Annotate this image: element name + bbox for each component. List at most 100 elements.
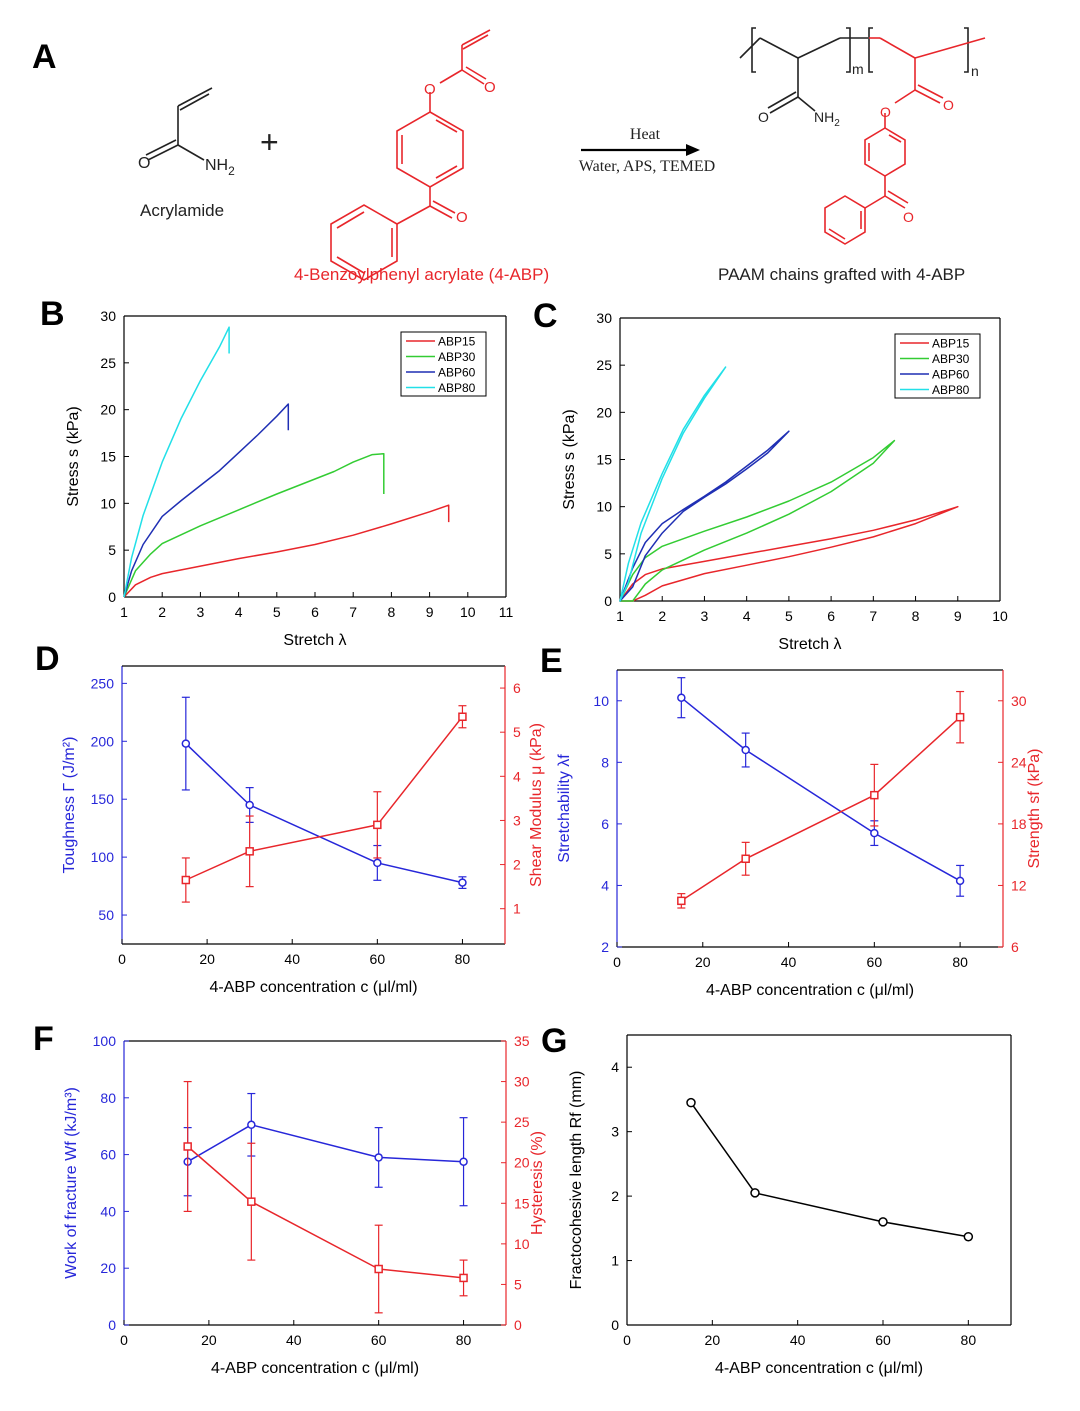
chart-g-x-tick-label: 80 bbox=[961, 1332, 977, 1348]
chart-d-point bbox=[245, 847, 254, 856]
chart-c-legend-box bbox=[894, 333, 981, 399]
chart-c-x-tick-label: 10 bbox=[992, 608, 1008, 624]
chart-c-x-tick-label: 7 bbox=[869, 608, 877, 624]
chart-f-x-tick-label: 60 bbox=[371, 1332, 387, 1348]
chart-d-point bbox=[458, 878, 467, 887]
chart-g-x-tick-label: 0 bbox=[623, 1332, 631, 1348]
chart-f-point bbox=[459, 1273, 468, 1283]
chart-d-point bbox=[373, 858, 382, 868]
chart-f-y-tick-label: 80 bbox=[100, 1090, 116, 1106]
acrylamide-nh2: NH2 bbox=[205, 157, 235, 178]
reaction-scheme: O NH2 Acrylamide + O O O bbox=[138, 27, 986, 284]
chart-e-y2-tick-label: 30 bbox=[1011, 693, 1027, 709]
chart-f-y2-axis-label: Hysteresis (%) bbox=[529, 1131, 546, 1235]
chart-b-x-tick-label: 3 bbox=[197, 604, 205, 620]
acrylamide-structure bbox=[145, 87, 213, 161]
product-o1: O bbox=[758, 109, 769, 125]
chart-d-x-tick-label: 20 bbox=[199, 951, 215, 967]
chart-f-x-axis-label: 4-ABP concentration c (μl/ml) bbox=[211, 1360, 419, 1377]
chart-f-x-tick-label: 20 bbox=[201, 1332, 217, 1348]
chart-c-y-tick-label: 25 bbox=[596, 357, 612, 373]
chart-e-y2-tick-label: 12 bbox=[1011, 877, 1027, 893]
chart-b-y-tick-label: 15 bbox=[100, 449, 116, 465]
chart-b-y-tick-label: 10 bbox=[100, 495, 116, 511]
chart-b-series-abp80-line bbox=[123, 326, 230, 598]
chart-d-y-tick-label: 100 bbox=[91, 849, 115, 865]
acrylamide-name: Acrylamide bbox=[140, 201, 224, 220]
chart-e-y2-tick-label: 24 bbox=[1011, 754, 1027, 770]
chart-f-y-tick-label: 100 bbox=[93, 1033, 117, 1049]
chart-d-y-tick-label: 150 bbox=[91, 791, 115, 807]
chart-d-x-tick-label: 80 bbox=[455, 951, 471, 967]
chart-b-x-tick-label: 1 bbox=[120, 604, 128, 620]
chart-e-point bbox=[870, 828, 879, 838]
panel-label-g: G bbox=[541, 1022, 567, 1060]
product-structure bbox=[739, 27, 969, 114]
chart-b-legend-box bbox=[400, 331, 487, 397]
product-nh2: NH2 bbox=[814, 109, 840, 129]
chart-e-point bbox=[870, 790, 879, 800]
chart-f-x-tick-label: 40 bbox=[286, 1332, 302, 1348]
chart-c-x-tick-label: 3 bbox=[701, 608, 709, 624]
chart-c-y-axis-label: Stress s (kPa) bbox=[561, 409, 578, 509]
chart-g-y-tick-label: 1 bbox=[611, 1253, 619, 1269]
chart-b-x-tick-label: 9 bbox=[426, 604, 434, 620]
chart-b-x-tick-label: 11 bbox=[499, 604, 514, 620]
chart-b-y-tick-label: 0 bbox=[108, 589, 116, 605]
chart-g-y-tick-label: 3 bbox=[611, 1124, 619, 1140]
chart-c-x-tick-label: 5 bbox=[785, 608, 793, 624]
chart-b-x-tick-label: 10 bbox=[460, 604, 476, 620]
abp-name: 4-Benzoylphenyl acrylate (4-ABP) bbox=[294, 265, 549, 284]
chart-b-series-abp30-line bbox=[123, 452, 385, 598]
product-o4: O bbox=[903, 209, 914, 225]
chart-f-y-tick-label: 40 bbox=[100, 1203, 116, 1219]
panel-label-c: C bbox=[533, 297, 558, 335]
chart-e-x-axis-label: 4-ABP concentration c (μl/ml) bbox=[706, 982, 914, 999]
chart-d-x-axis-label: 4-ABP concentration c (μl/ml) bbox=[209, 979, 417, 996]
chart-c-x-tick-label: 8 bbox=[912, 608, 920, 624]
chart-b-x-axis-label: Stretch λ bbox=[283, 632, 346, 649]
chart-c-series-abp60-line bbox=[619, 430, 790, 602]
chart-c-series-abp30-line bbox=[619, 439, 896, 602]
chart-c-x-tick-label: 1 bbox=[616, 608, 624, 624]
product-m: m bbox=[852, 61, 864, 77]
chart-d-y2-tick-label: 6 bbox=[513, 680, 521, 696]
chart-d-series-shear-modulus-line bbox=[185, 716, 463, 881]
chart-c-y-tick-label: 20 bbox=[596, 404, 612, 420]
chart-e-point bbox=[955, 876, 965, 886]
chart-f-y-axis-label: Work of fracture Wf (kJ/m³) bbox=[63, 1087, 80, 1279]
chart-f-y2-tick-label: 20 bbox=[514, 1155, 530, 1171]
chart-f-y2-tick-label: 25 bbox=[514, 1114, 530, 1130]
chart-f-point bbox=[247, 1197, 256, 1206]
chart-e-point bbox=[955, 712, 965, 722]
chart-b-legend-label: ABP80 bbox=[438, 381, 476, 395]
chart-c-cyclic-stress-stretch: 1 2 3 4 5 6 7 8 9 10 0 5 10 15 20 25 30 Stretch λ Stress s… bbox=[561, 310, 1008, 653]
chart-e-x-tick-label: 0 bbox=[613, 954, 621, 970]
chart-f-y2-tick-label: 5 bbox=[514, 1276, 522, 1292]
chart-d-x-tick-label: 60 bbox=[370, 951, 386, 967]
chart-f-work-hysteresis: 0 20 40 60 80 0 20 40 60 80 100 0 5 10 15 20 25 30 35 4-ABP… bbox=[63, 1033, 546, 1377]
chart-c-legend-label: ABP80 bbox=[932, 383, 970, 397]
acrylamide-o: O bbox=[138, 155, 150, 172]
chart-e-y-tick-label: 6 bbox=[601, 816, 609, 832]
chart-e-point bbox=[677, 896, 686, 906]
chart-d-point bbox=[181, 875, 191, 885]
chart-d-y2-tick-label: 1 bbox=[513, 901, 521, 917]
chart-g-y-tick-label: 4 bbox=[611, 1059, 619, 1075]
abp-structure bbox=[330, 29, 491, 281]
chart-b-y-tick-label: 30 bbox=[100, 308, 116, 324]
chart-b-x-tick-label: 6 bbox=[311, 604, 319, 620]
chart-e-y2-tick-label: 18 bbox=[1011, 816, 1027, 832]
chart-d-y-axis-label: Toughness Γ (J/m²) bbox=[61, 737, 78, 874]
chart-c-x-tick-label: 9 bbox=[954, 608, 962, 624]
chart-e-x-tick-label: 20 bbox=[695, 954, 711, 970]
chart-c-legend-label: ABP30 bbox=[932, 352, 970, 366]
chart-e-y-tick-label: 8 bbox=[601, 754, 609, 770]
chart-f-y2-tick-label: 35 bbox=[514, 1033, 530, 1049]
plus-sign: + bbox=[260, 124, 279, 160]
chart-b-y-tick-label: 20 bbox=[100, 402, 116, 418]
chart-b-legend-label: ABP15 bbox=[438, 335, 476, 349]
chart-c-series-abp15-line bbox=[619, 505, 959, 602]
chart-f-y-tick-label: 0 bbox=[108, 1317, 116, 1333]
